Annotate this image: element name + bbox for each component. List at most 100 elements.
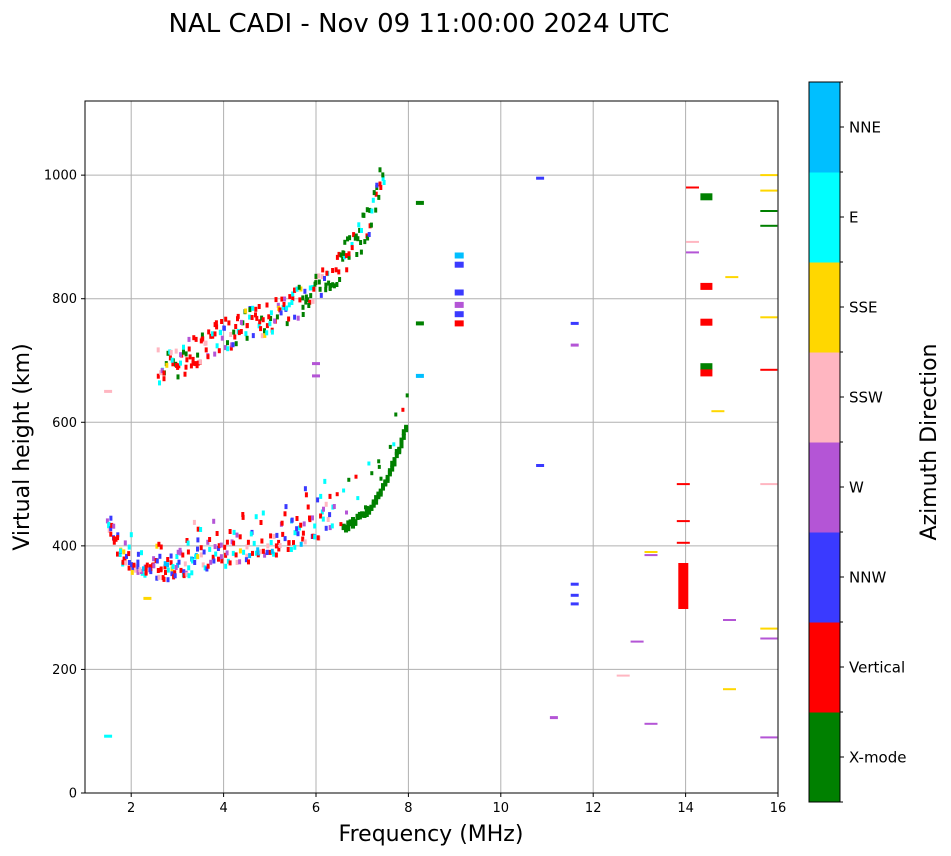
echo-point xyxy=(229,332,233,337)
echo-point xyxy=(191,360,195,366)
echo-point xyxy=(206,539,210,545)
echo-point xyxy=(254,312,257,318)
echo-point xyxy=(536,176,545,180)
echo-point xyxy=(127,560,131,565)
echo-point xyxy=(274,297,278,303)
echo-point xyxy=(301,295,305,301)
echo-point xyxy=(331,268,335,273)
echo-point xyxy=(309,293,313,299)
echo-point xyxy=(231,550,235,556)
echo-point xyxy=(289,547,293,552)
echo-point xyxy=(244,557,248,563)
echo-point xyxy=(273,318,277,324)
echo-point xyxy=(415,321,424,326)
echo-point xyxy=(382,180,386,185)
echo-point xyxy=(306,504,310,510)
echo-point xyxy=(332,504,336,509)
echo-point xyxy=(250,315,254,320)
echo-point xyxy=(209,333,213,339)
echo-point xyxy=(328,493,332,499)
echo-point xyxy=(158,553,162,559)
echo-point xyxy=(275,314,279,320)
echo-point xyxy=(356,496,360,501)
echo-point xyxy=(159,567,163,573)
echo-point xyxy=(381,176,385,181)
echo-point xyxy=(104,734,113,738)
echo-point xyxy=(353,235,357,241)
echo-point xyxy=(339,522,343,527)
echo-point xyxy=(171,564,175,570)
echo-point xyxy=(374,207,378,213)
colorbar-segment xyxy=(809,262,840,353)
echo-point xyxy=(261,510,265,516)
echo-point xyxy=(454,311,464,318)
echo-point xyxy=(187,573,191,579)
echo-point xyxy=(454,252,464,259)
echo-point xyxy=(212,518,216,524)
echo-point xyxy=(304,294,308,300)
echo-point xyxy=(303,288,307,294)
echo-point xyxy=(254,550,258,556)
echo-point xyxy=(269,310,273,316)
echo-point xyxy=(360,228,363,233)
echo-point xyxy=(313,523,317,529)
echo-point xyxy=(312,362,320,366)
echo-point xyxy=(359,240,363,245)
echo-point xyxy=(219,542,223,548)
echo-point xyxy=(374,191,378,197)
echo-point xyxy=(156,347,160,353)
colorbar-tick-label: SSW xyxy=(849,389,883,407)
echo-point xyxy=(347,254,351,260)
echo-point xyxy=(760,637,778,640)
echo-point xyxy=(348,235,352,241)
echo-point xyxy=(377,194,381,200)
echo-point xyxy=(173,573,177,579)
echo-point xyxy=(136,569,140,575)
echo-point xyxy=(136,559,140,565)
echo-point xyxy=(200,336,204,342)
echo-point xyxy=(145,562,149,568)
echo-point xyxy=(136,551,140,557)
echo-point xyxy=(314,273,318,279)
echo-point xyxy=(207,329,211,335)
echo-point xyxy=(356,236,360,242)
colorbar-frame xyxy=(808,81,841,803)
echo-point xyxy=(347,251,351,257)
echo-point xyxy=(156,568,160,573)
chart-title: NAL CADI - Nov 09 11:00:00 2024 UTC xyxy=(169,9,670,39)
echo-point xyxy=(136,564,140,570)
echo-point xyxy=(335,254,339,260)
colorbar-tick-label: NNW xyxy=(849,569,886,587)
echo-point xyxy=(370,471,374,476)
echo-point xyxy=(163,564,167,570)
echo-point xyxy=(191,356,195,362)
echo-point xyxy=(293,544,297,550)
echo-point xyxy=(277,539,281,545)
echo-point xyxy=(387,468,392,475)
colorbar-segment xyxy=(809,172,840,263)
echo-point xyxy=(216,546,220,551)
echo-point xyxy=(311,298,315,304)
echo-point xyxy=(330,523,334,529)
echo-point xyxy=(725,276,739,279)
echo-point xyxy=(112,539,116,545)
echo-point xyxy=(298,525,301,531)
echo-point xyxy=(251,305,255,311)
data-layer xyxy=(104,167,778,739)
echo-point xyxy=(570,593,579,597)
echo-point xyxy=(166,567,170,573)
echo-point xyxy=(127,551,131,557)
echo-point xyxy=(168,355,172,361)
echo-point xyxy=(265,330,269,336)
echo-point xyxy=(281,531,285,537)
echo-point xyxy=(255,315,259,321)
echo-point xyxy=(260,538,264,544)
echo-point xyxy=(357,222,361,228)
echo-point xyxy=(165,362,169,368)
echo-point xyxy=(184,364,188,370)
echo-point xyxy=(251,550,254,556)
plot-frame xyxy=(84,100,779,794)
echo-point xyxy=(376,491,381,498)
echo-point xyxy=(186,549,190,555)
echo-point xyxy=(127,565,131,571)
